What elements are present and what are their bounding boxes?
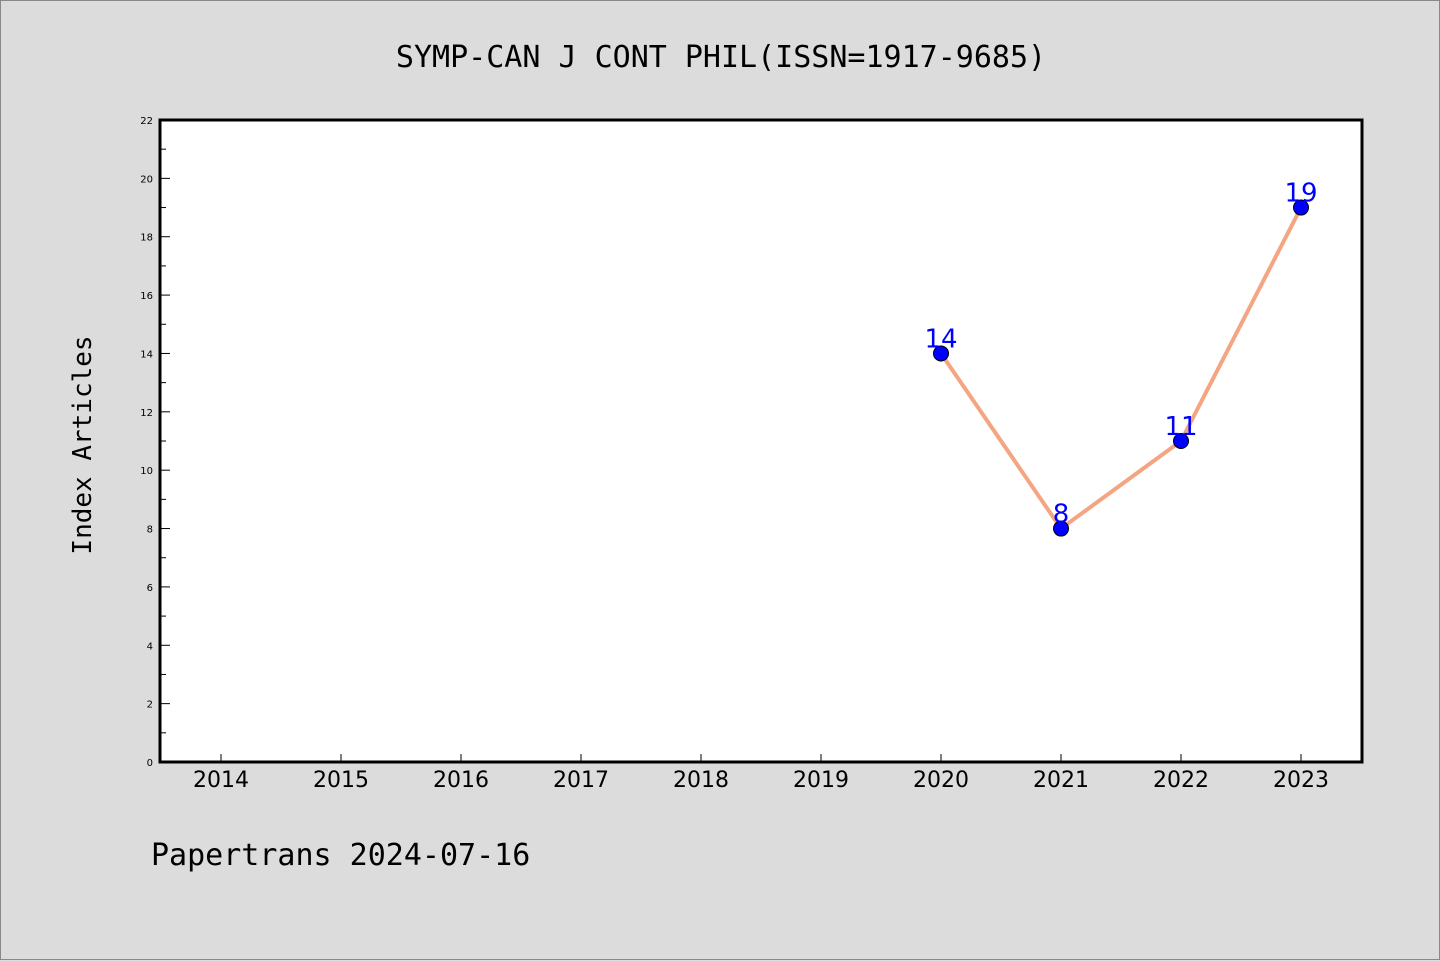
y-tick-label: 0 (147, 758, 153, 769)
y-tick-label: 6 (147, 583, 153, 594)
plot-frame (158, 118, 1364, 764)
data-point (1053, 520, 1069, 537)
x-tick-label: 2015 (313, 768, 369, 793)
plot-area (160, 120, 1362, 762)
y-tick-label: 14 (140, 349, 153, 360)
y-tick-label: 12 (140, 408, 153, 419)
y-tick-label: 4 (147, 641, 153, 652)
data-label: 14 (924, 324, 957, 354)
x-tick-label: 2022 (1153, 768, 1209, 793)
x-tick-label: 2023 (1273, 768, 1329, 793)
x-tick-label: 2014 (193, 768, 249, 793)
x-tick-label: 2021 (1033, 768, 1089, 793)
chart-title: SYMP-CAN J CONT PHIL(ISSN=1917-9685) (396, 40, 1046, 75)
y-tick-label: 10 (140, 466, 153, 477)
x-axis-ticks: 2014 2015 2016 2017 2018 2019 2020 2021 2022 2023 (193, 754, 1329, 793)
data-point (933, 345, 949, 362)
data-point (1293, 199, 1309, 216)
y-tick-label: 16 (140, 291, 153, 302)
x-tick-label: 2016 (433, 768, 489, 793)
series-line (939, 205, 1303, 531)
y-tick-label: 18 (140, 233, 153, 244)
y-tick-label: 22 (140, 116, 153, 127)
y-tick-label: 2 (147, 700, 153, 711)
y-tick-label: 20 (140, 174, 153, 185)
series-layer: 14 8 11 19 (924, 179, 1318, 537)
data-label: 8 (1053, 500, 1070, 530)
x-tick-label: 2017 (553, 768, 609, 793)
y-tick-label: 8 (147, 525, 153, 536)
y-axis-ticks: 0 2 4 6 8 10 12 14 16 18 20 22 (140, 116, 170, 769)
footer-text: Papertrans 2024-07-16 (151, 838, 530, 873)
data-label: 11 (1164, 412, 1197, 442)
x-tick-label: 2020 (913, 768, 969, 793)
x-tick-label: 2018 (673, 768, 729, 793)
x-tick-label: 2019 (793, 768, 849, 793)
data-point (1173, 433, 1189, 449)
data-label: 19 (1284, 179, 1317, 209)
y-axis-label: Index Articles (68, 335, 98, 554)
